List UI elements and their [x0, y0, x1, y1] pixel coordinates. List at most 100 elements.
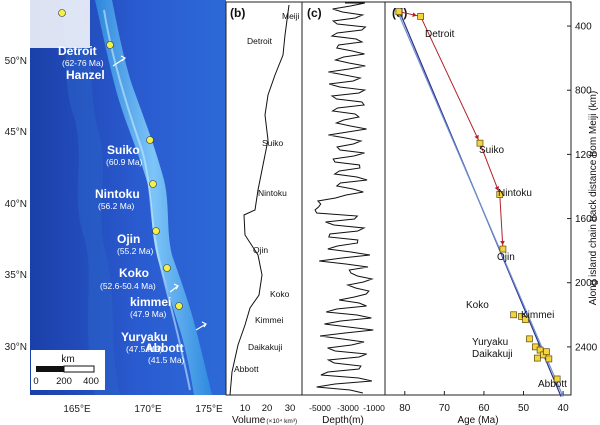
data-point — [417, 13, 424, 20]
seamount-name: Koko — [119, 266, 149, 280]
panel-c-frame — [301, 1, 386, 396]
y-tick: 1200 — [575, 150, 598, 161]
detroit-marker — [106, 41, 114, 49]
panel-d-y-ticks: 400 800 1200 1600 2000 2400 — [575, 22, 598, 354]
seamount-labels: Detroit Hanzel Suiko Nintoku Ojin Koko k… — [58, 44, 184, 355]
suiko-marker — [146, 136, 154, 144]
seamount-name: Nintoku — [95, 187, 140, 201]
volume-curve — [229, 4, 290, 396]
panel-b: (b) Meiji Detroit Suiko Nintoku Ojin Kok… — [225, 1, 303, 425]
seamount-name: Koko — [270, 289, 290, 299]
lat-tick: 45°N — [5, 127, 27, 138]
point-label: Kimmei — [521, 310, 554, 321]
panel-d-ylabel: Along island chain track distance from M… — [588, 91, 599, 306]
lat-tick: 30°N — [5, 342, 27, 353]
data-point — [510, 311, 517, 319]
x-tick: -3000 — [337, 403, 359, 413]
scale-tick: 200 — [56, 376, 72, 387]
seamount-age: (62-76 Ma) — [62, 58, 104, 68]
seamount-name: Ojin — [117, 232, 140, 246]
panel-c-label: (c) — [307, 6, 322, 20]
seamount-name: Detroit — [58, 44, 97, 58]
lon-tick: 175°E — [195, 404, 223, 415]
panel-b-frame — [225, 1, 303, 396]
seamount-name: Kimmei — [255, 315, 283, 325]
point-label: Daikakuji — [472, 349, 513, 360]
lat-tick: 35°N — [5, 270, 27, 281]
seamount-name: Abbott — [234, 364, 259, 374]
lon-tick: 165°E — [63, 404, 91, 415]
seamount-name: Abbott — [145, 341, 184, 355]
seamount-age: (60.9 Ma) — [106, 157, 143, 167]
arrow-segment — [398, 11, 421, 17]
seamount-name: Yuryaku — [121, 330, 168, 344]
x-tick: 10 — [240, 403, 251, 414]
arrow-segment — [420, 16, 481, 144]
seamount-name: Nintoku — [258, 188, 287, 198]
seamount-name: Detroit — [247, 36, 273, 46]
seamount-markers — [106, 41, 183, 310]
panel-d: (d) 80 70 60 50 40 400 800 1200 1600 200… — [384, 1, 599, 425]
point-label: Suiko — [479, 145, 504, 156]
meiji-marker — [58, 9, 66, 17]
scale-bar: km 0 200 400 — [31, 350, 105, 390]
seamount-age: (56.2 Ma) — [98, 201, 135, 211]
seamount-ages: (62-76 Ma) (60.9 Ma) (56.2 Ma) (55.2 Ma)… — [62, 58, 185, 365]
point-label: Abbott — [538, 379, 567, 390]
depth-curve — [314, 2, 374, 394]
nintoku-marker — [149, 180, 157, 188]
point-label: Nintoku — [498, 188, 532, 199]
seamount-age: (41.5 Ma) — [148, 355, 185, 365]
panel-c: (c) -5000 -3000 -1000 Depth(m) — [301, 1, 386, 425]
point-label: Ojin — [497, 252, 515, 263]
regression-line — [396, 9, 564, 397]
seamount-name: Suiko — [107, 143, 140, 157]
arrow-head — [494, 186, 500, 191]
y-tick: 400 — [575, 22, 592, 33]
data-point — [534, 354, 541, 362]
x-tick: 20 — [262, 403, 273, 414]
lat-tick: 50°N — [5, 56, 27, 67]
data-point — [553, 375, 561, 383]
arrow-head — [412, 12, 417, 18]
data-point — [526, 335, 533, 343]
panel-d-xlabel: Age (Ma) — [457, 415, 498, 425]
x-tick: 40 — [558, 403, 570, 414]
seamount-name: Suiko — [262, 138, 284, 148]
panel-b-names: Meiji Detroit Suiko Nintoku Ojin Koko Ki… — [234, 11, 300, 374]
data-point — [476, 139, 484, 147]
y-tick: 800 — [575, 86, 592, 97]
panel-b-label: (b) — [230, 6, 245, 20]
seamount-name: Hanzel — [66, 68, 105, 82]
point-label: Detroit — [425, 29, 455, 40]
x-tick: 30 — [285, 403, 296, 414]
y-tick: 2400 — [575, 342, 598, 353]
data-point — [499, 245, 507, 253]
seamount-age: (52.6-50.4 Ma) — [100, 281, 156, 291]
regression-lines — [396, 9, 564, 397]
seamount-age: (55.2 Ma) — [117, 246, 154, 256]
seamount-name: Meiji — [282, 11, 300, 21]
koko-marker — [163, 264, 171, 272]
lon-tick: 170°E — [134, 404, 162, 415]
lat-tick: 40°N — [5, 199, 27, 210]
arrow-segment — [499, 194, 504, 250]
data-points — [395, 8, 561, 383]
point-label: Yuryaku — [472, 337, 508, 348]
y-tick: 2000 — [575, 278, 598, 289]
seamount-age: (47.9 Ma) — [130, 309, 167, 319]
lat-tick-labels: 50°N 45°N 40°N 35°N 30°N — [5, 56, 27, 353]
panel-b-xlabel: Volume(×10⁴ km³) — [232, 415, 297, 425]
point-label: Koko — [466, 300, 489, 311]
seamount-age: (47.5 Ma) — [126, 344, 163, 354]
x-tick: 70 — [439, 403, 451, 414]
lon-tick-labels: 165°E 170°E 175°E — [63, 404, 223, 415]
seamount-name: kimmei — [130, 295, 171, 309]
data-point — [522, 316, 529, 323]
x-tick: 80 — [399, 403, 411, 414]
arrow-path — [398, 11, 505, 250]
panel-b-x-ticks: 10 20 30 — [240, 403, 296, 414]
y-tick: 1600 — [575, 214, 598, 225]
panel-a-map: 50°N 45°N 40°N 35°N 30°N 165°E 170°E 175… — [0, 0, 226, 425]
